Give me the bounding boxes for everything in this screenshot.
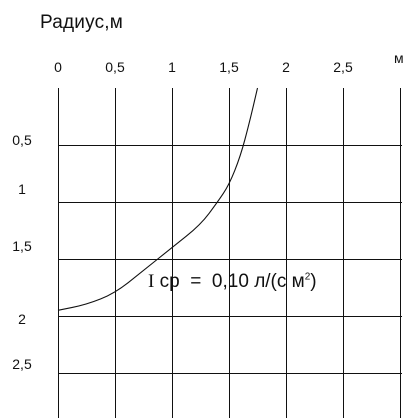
annotation-unit: л/(с м — [254, 271, 305, 292]
series-line — [57, 87, 259, 311]
chart-title: Радиус,м — [40, 12, 124, 33]
annotation-value: 0,10 — [211, 271, 249, 292]
chart-grid — [58, 88, 402, 418]
x-tick-label: 0 — [54, 59, 62, 75]
x-tick-label: 0,5 — [105, 59, 125, 75]
annotation-unit-exponent: 2 — [304, 271, 311, 283]
y-axis-ticks: 0,5 1 1,5 2 2,5 — [12, 132, 32, 372]
y-tick-label: 2 — [18, 311, 26, 327]
x-tick-label: 1,5 — [219, 59, 239, 75]
y-tick-label: 0,5 — [12, 132, 32, 148]
annotation-subscript: ср — [159, 271, 180, 292]
y-tick-label: 2,5 — [12, 356, 32, 372]
intensity-annotation: I ср = 0,10 л/(с м2) — [148, 271, 317, 293]
x-tick-label: 1 — [168, 59, 176, 75]
y-tick-label: 1,5 — [12, 238, 32, 254]
x-tick-label: 2 — [282, 59, 290, 75]
y-tick-label: 1 — [18, 181, 26, 197]
x-axis-unit: м — [394, 50, 404, 66]
x-tick-label: 2,5 — [333, 59, 353, 75]
annotation-symbol: I — [148, 271, 155, 292]
annotation-equals: = — [190, 271, 202, 292]
annotation-unit-close: ) — [310, 271, 317, 292]
x-axis-ticks: 0 0,5 1 1,5 2 2,5 — [54, 59, 353, 75]
